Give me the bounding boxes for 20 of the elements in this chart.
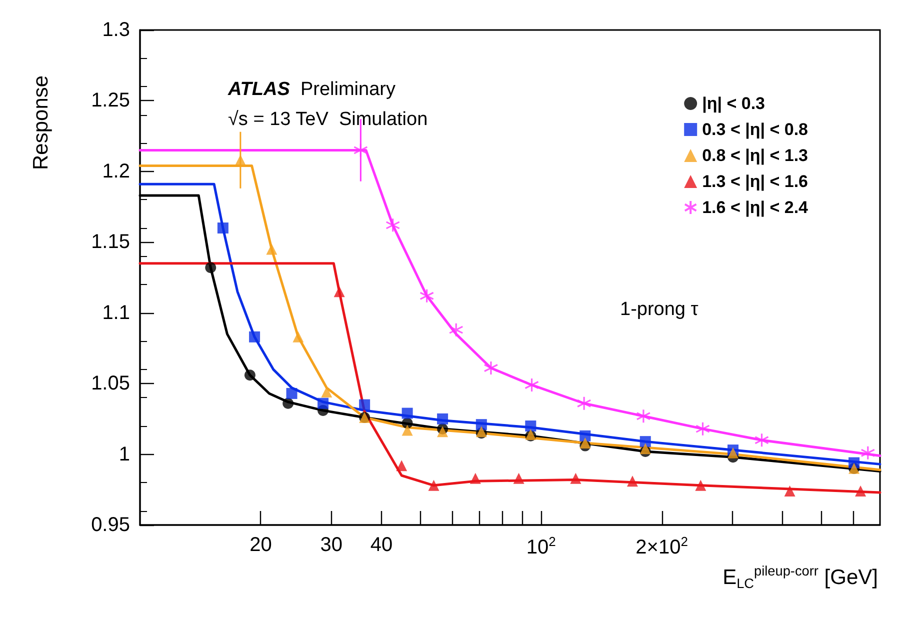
y-tick-label: 1 [118,443,130,466]
legend-label: 0.8 < |η| < 1.3 [702,146,808,165]
legend-label: 0.3 < |η| < 0.8 [702,120,808,139]
y-tick-label: 1.1 [102,302,130,324]
x-tick-label: 40 [370,534,393,556]
y-tick-label: 1.3 [102,19,130,41]
y-tick-label: 1.05 [91,372,130,395]
y-tick-label: 1.25 [91,90,130,112]
annotation: √s = 13 TeV Simulation [228,109,428,130]
y-axis-title: Response [30,75,52,170]
legend-label: |η| < 0.3 [702,94,765,113]
y-tick-label: 1.2 [102,160,130,182]
annotation: ATLAS Preliminary [227,79,396,100]
y-tick-label: 0.95 [91,514,130,536]
legend-label: 1.3 < |η| < 1.6 [702,172,808,191]
x-tick-label: 30 [320,534,342,556]
annotation: 1-prong τ [620,299,699,320]
x-tick-label: 20 [250,534,272,556]
legend-label: 1.6 < |η| < 2.4 [702,198,809,217]
y-tick-label: 1.15 [91,231,130,254]
